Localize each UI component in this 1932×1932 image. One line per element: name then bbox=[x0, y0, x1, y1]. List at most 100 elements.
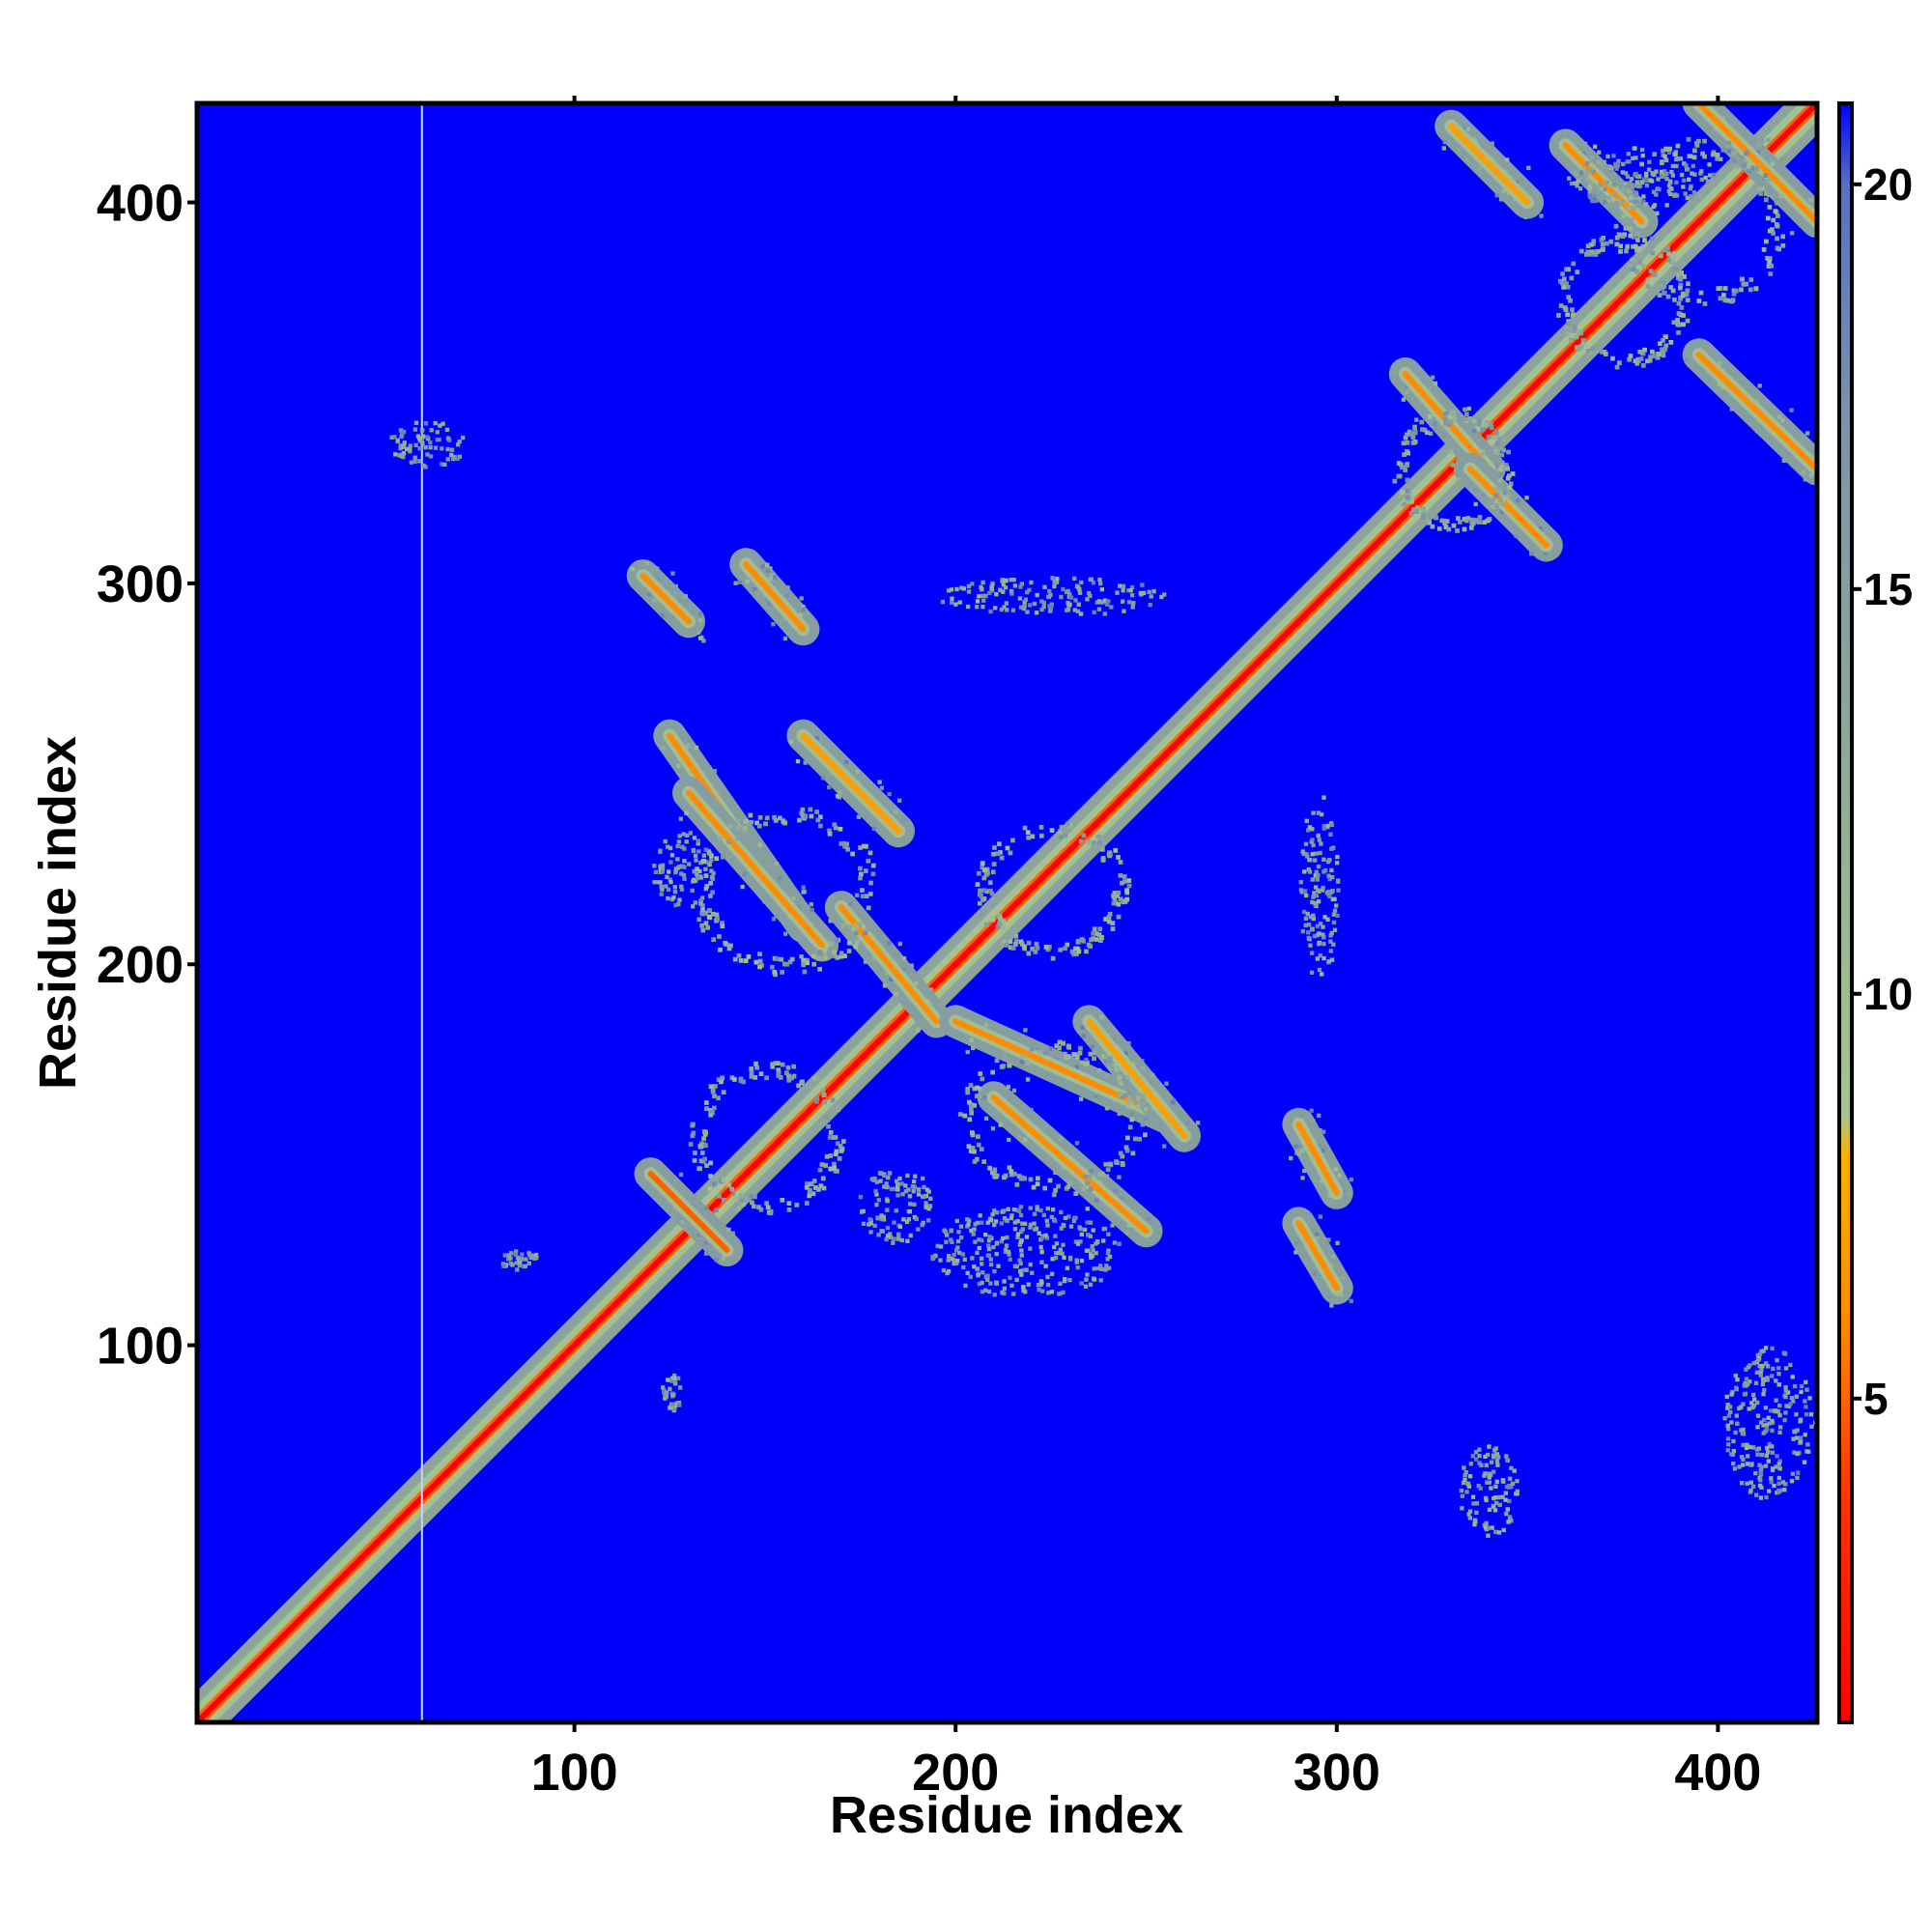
contact-patch-25-cell bbox=[961, 1264, 966, 1270]
contact-patch-25-cell bbox=[1028, 1206, 1033, 1210]
contact-patch-24-cell bbox=[1303, 841, 1309, 846]
contact-ring-cell bbox=[992, 845, 997, 850]
contact-strand-cell bbox=[879, 785, 884, 790]
contact-ring-cell bbox=[1092, 1050, 1097, 1056]
contact-strand-cell bbox=[1481, 493, 1487, 497]
contact-ring-cell bbox=[1560, 271, 1565, 276]
contact-ring-cell bbox=[1603, 352, 1608, 356]
contact-patch-28-cell bbox=[1479, 1463, 1484, 1468]
contact-strand-cell bbox=[901, 966, 907, 972]
contact-patch-29-cell bbox=[678, 1385, 683, 1390]
contact-ring-cell bbox=[1655, 355, 1661, 360]
contact-ring-cell bbox=[1619, 200, 1625, 206]
contact-patch-22-cell bbox=[1042, 584, 1047, 589]
contact-patch-27-cell bbox=[1730, 1452, 1735, 1458]
contact-strand-cell bbox=[1170, 1100, 1176, 1105]
contact-ring-cell bbox=[839, 1146, 845, 1151]
contact-patch-26-cell bbox=[920, 1194, 925, 1199]
contact-strand-cell bbox=[1301, 1168, 1307, 1174]
contact-ring-cell bbox=[1400, 490, 1406, 495]
contact-patch-25-cell bbox=[951, 1258, 956, 1263]
contact-ring-cell bbox=[1670, 268, 1676, 273]
contact-ring-cell bbox=[749, 1070, 754, 1075]
contact-patch-28-cell bbox=[1463, 1469, 1468, 1475]
contact-patch-25-cell bbox=[994, 1251, 999, 1257]
contact-ring-cell bbox=[688, 1142, 694, 1147]
contact-patch-25-cell bbox=[1024, 1267, 1029, 1272]
contact-ring-cell bbox=[1121, 1162, 1125, 1168]
contact-patch-25-cell bbox=[1049, 1271, 1055, 1276]
contact-patch-28-cell bbox=[1515, 1492, 1520, 1496]
contact-patch-25-cell bbox=[1009, 1215, 1014, 1221]
y-axis-title: Residue index bbox=[29, 736, 87, 1090]
diagonal-core bbox=[197, 103, 1817, 1722]
contact-strand-cell bbox=[1725, 143, 1730, 148]
contact-strand-cell bbox=[965, 1049, 970, 1055]
contact-ring-cell bbox=[1778, 193, 1784, 199]
contact-patch-23-cell bbox=[681, 832, 686, 837]
contact-patch-20-cell bbox=[1711, 172, 1717, 178]
contact-ring-cell bbox=[697, 874, 703, 879]
contact-ring-cell bbox=[794, 1202, 800, 1208]
contact-patch-22-cell bbox=[1128, 587, 1133, 593]
contact-ring-cell bbox=[765, 1205, 771, 1210]
contact-ring-cell bbox=[1013, 942, 1018, 947]
contact-strand-cell bbox=[683, 593, 688, 599]
contact-patch-25-cell bbox=[985, 1277, 990, 1283]
contact-ring-cell bbox=[703, 1130, 708, 1135]
contact-ring-cell bbox=[772, 814, 777, 820]
contact-patch-28-cell bbox=[1503, 1497, 1508, 1502]
contact-strand-cell bbox=[1300, 1176, 1305, 1180]
contact-ring-cell bbox=[1740, 276, 1746, 282]
contact-ring-cell bbox=[1666, 258, 1672, 263]
contact-ring-cell bbox=[717, 1193, 722, 1199]
contact-patch-27-cell bbox=[1759, 1485, 1764, 1491]
colorbar-frame bbox=[1837, 101, 1854, 1724]
contact-strand-cell bbox=[871, 826, 877, 832]
contact-ring-cell bbox=[1096, 840, 1102, 845]
contact-ring-cell bbox=[1578, 248, 1584, 254]
contact-patch-25-cell bbox=[1065, 1265, 1070, 1270]
contact-patch-27-cell bbox=[1780, 1480, 1786, 1485]
contact-patch-30-cell bbox=[502, 1253, 507, 1258]
contact-ring-cell bbox=[855, 939, 860, 945]
contact-patch-20-cell bbox=[1708, 173, 1713, 178]
contact-ring-cell bbox=[966, 1144, 972, 1150]
contact-patch-25-cell bbox=[992, 1222, 997, 1228]
contact-ring-cell bbox=[1118, 872, 1123, 878]
contact-patch-24-cell bbox=[1325, 917, 1330, 922]
contact-patch-26-cell bbox=[859, 1209, 865, 1214]
contact-patch-20-cell bbox=[1681, 178, 1687, 183]
contact-patch-26-cell bbox=[884, 1181, 889, 1186]
contact-ring-cell bbox=[1614, 242, 1620, 247]
contact-patch-25-cell bbox=[1038, 1244, 1043, 1250]
contact-strand-cell bbox=[877, 780, 882, 784]
contact-ring-cell bbox=[812, 1076, 817, 1081]
contact-ring-cell bbox=[1497, 437, 1502, 441]
contact-patch-27-cell bbox=[1777, 1425, 1783, 1430]
contact-patch-22-cell bbox=[1072, 608, 1077, 612]
contact-patch-28-cell bbox=[1483, 1525, 1489, 1530]
contact-patch-22-cell bbox=[1001, 589, 1006, 594]
contact-patch-22-cell bbox=[1148, 603, 1152, 608]
contact-strand-cell bbox=[775, 611, 780, 615]
contact-patch-27-cell bbox=[1776, 1372, 1781, 1377]
contact-patch-22-cell bbox=[1105, 602, 1110, 607]
contact-ring-cell bbox=[965, 1086, 971, 1092]
contact-ring-cell bbox=[1088, 944, 1093, 949]
contact-patch-27-cell bbox=[1761, 1378, 1766, 1383]
contact-strand-cell bbox=[633, 563, 638, 568]
contact-ring-cell bbox=[1065, 1184, 1071, 1189]
contact-ring-cell bbox=[810, 1191, 816, 1197]
contact-ring-cell bbox=[1659, 160, 1664, 166]
contact-strand-cell bbox=[1164, 1081, 1169, 1086]
contact-patch-22-cell bbox=[1098, 581, 1103, 586]
contact-ring-cell bbox=[1448, 418, 1454, 424]
contact-strand-cell bbox=[1321, 1129, 1326, 1134]
contact-patch-27-cell bbox=[1726, 1427, 1731, 1432]
contact-patch-24-cell bbox=[1336, 888, 1341, 893]
contact-ring-cell bbox=[1575, 270, 1580, 274]
contact-patch-25-cell bbox=[1092, 1277, 1097, 1282]
contact-ring-cell bbox=[786, 1077, 792, 1083]
contact-patch-22-cell bbox=[1097, 577, 1102, 582]
